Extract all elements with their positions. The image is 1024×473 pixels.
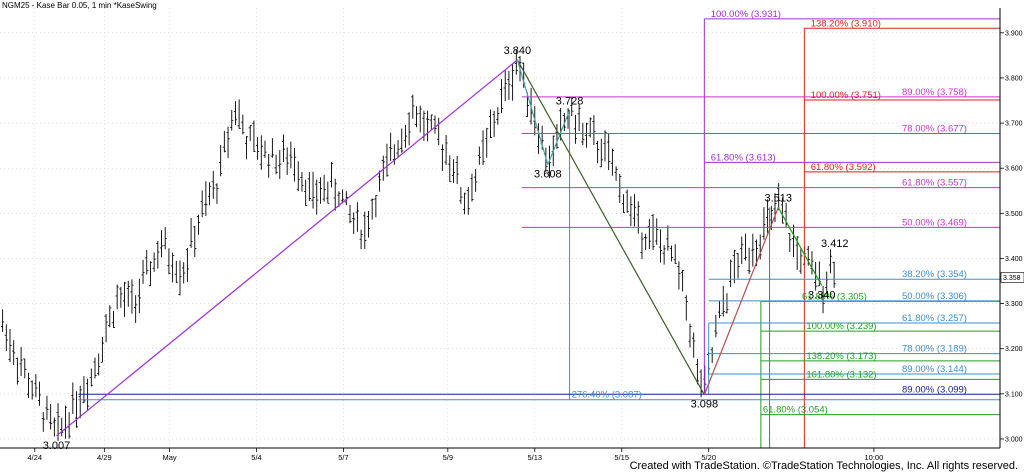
y-tick-label: 3.100 — [1005, 391, 1023, 398]
fib-level-label: 61.80% (3.054) — [763, 405, 828, 416]
fib-level-label: 89.00% (3.758) — [902, 87, 967, 98]
fib-level-label: 61.80% (3.557) — [902, 178, 967, 189]
x-tick-label: 4/29 — [97, 453, 112, 462]
y-tick-label: 3.900 — [1005, 30, 1023, 37]
fib-level-label: 78.00% (3.677) — [902, 123, 967, 134]
y-tick-label: 3.300 — [1005, 301, 1023, 308]
fib-level-label: 89.00% (3.099) — [902, 384, 967, 395]
x-tick-label: 5/13 — [527, 453, 542, 462]
swing-label: 3.412 — [821, 238, 849, 250]
swing-line — [777, 207, 823, 286]
fib-levels: 100.00% (3.931) 138.20% (3.910) 89.00% (3.… — [78, 9, 1000, 448]
fib-level-label: 276.40% (3.087) — [572, 390, 642, 401]
swing-line — [547, 110, 571, 165]
chart-title: NGM25 - Kase Bar 0.05, 1 min *KaseSwing — [2, 1, 157, 10]
swing-line — [703, 207, 779, 395]
fib-level-label: 50.00% (3.306) — [902, 291, 967, 302]
fib-level-label: 61.80% (3.613) — [711, 152, 776, 163]
swing-line — [56, 59, 518, 437]
swing-label: 3.840 — [504, 45, 532, 57]
swing-label: 3.098 — [691, 399, 719, 411]
x-tick-label: 5/15 — [614, 453, 629, 462]
fib-level-label: 61.80% (3.257) — [902, 313, 967, 324]
y-tick-label: 3.200 — [1005, 346, 1023, 353]
current-price-label: 3.358 — [1003, 275, 1021, 282]
footer-credit: Created with TradeStation. ©TradeStation… — [629, 460, 1018, 472]
fib-level-label: 38.20% (3.354) — [902, 269, 967, 280]
fib-level-label: 89.00% (3.144) — [902, 364, 967, 375]
y-tick-label: 3.700 — [1005, 121, 1023, 128]
y-tick-label: 3.500 — [1005, 211, 1023, 218]
fib-level-label: 78.00% (3.189) — [902, 344, 967, 355]
swing-label: 3.513 — [764, 192, 792, 204]
fib-level-label: 50.00% (3.469) — [902, 217, 967, 228]
swing-line — [516, 59, 549, 165]
swing-label: 3.007 — [43, 440, 71, 452]
fib-level-label: 138.20% (3.910) — [811, 18, 881, 29]
swing-labels: 3.007 3.840 3.608 3.728 3.098 3.513 3.412 3.340 — [43, 45, 849, 452]
y-tick-label: 3.400 — [1005, 256, 1023, 263]
x-tick-label: May — [162, 453, 176, 462]
fib-level-label: 161.80% (3.132) — [806, 369, 876, 380]
swing-line — [516, 59, 705, 396]
y-tick-label: 3.600 — [1005, 166, 1023, 173]
x-tick-label: 5/7 — [338, 453, 348, 462]
fib-level-label: 61.80% (3.305) — [802, 291, 867, 302]
axes: 3.000 3.100 3.200 3.300 3.400 3.500 3.600 3.700… — [0, 8, 1024, 462]
x-tick-label: 4/24 — [27, 453, 42, 462]
x-tick-label: 5/20 — [701, 453, 716, 462]
fib-level-label: 61.80% (3.592) — [811, 162, 876, 173]
swing-label: 3.728 — [556, 95, 584, 107]
x-tick-label: 10:00 — [865, 453, 884, 462]
swing-label: 3.608 — [534, 169, 562, 181]
current-price-box — [1000, 272, 1024, 283]
fib-level-label: 100.00% (3.751) — [811, 90, 881, 101]
fib-level-label: 100.00% (3.931) — [711, 9, 781, 20]
price-bars — [1, 49, 836, 441]
y-tick-label: 3.800 — [1005, 75, 1023, 82]
y-tick-label: 3.000 — [1005, 436, 1023, 443]
x-tick-label: 5/4 — [251, 453, 261, 462]
swing-lines — [56, 59, 823, 437]
swing-label: 3.340 — [808, 290, 836, 302]
x-tick-label: 5/9 — [443, 453, 453, 462]
fib-level-label: 138.20% (3.173) — [806, 351, 876, 362]
fib-level-label: 100.00% (3.239) — [806, 321, 876, 332]
